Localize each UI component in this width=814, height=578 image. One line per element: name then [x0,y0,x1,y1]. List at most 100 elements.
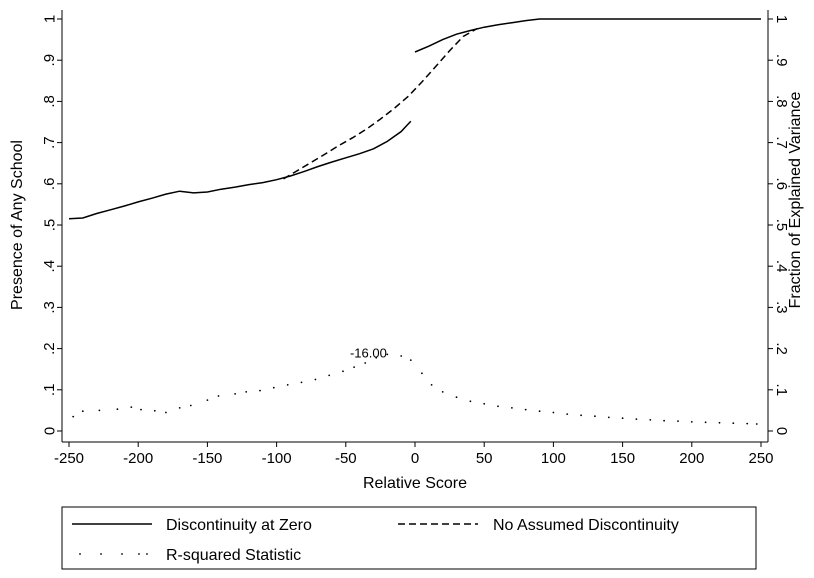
r-squared-point [386,353,389,356]
r-squared-point [566,413,569,415]
x-tick-label: 200 [679,450,704,467]
legend-label-discontinuity: Discontinuity at Zero [166,517,312,534]
r-squared-point [116,408,119,411]
r-squared-point [206,399,209,401]
r-squared-point [469,400,472,403]
y-right-tick-label: .8 [773,95,790,108]
x-tick-label: 0 [411,450,419,467]
r-squared-point [635,418,638,420]
r-squared-point [732,422,735,425]
r-squared-point [524,408,527,411]
r-squared-point [342,370,344,373]
y-axis-left-ticks: 0 .1 .2 .3 .4 .5 .6 .7 .8 .9 1 [41,15,62,435]
y-left-tick-label: .9 [41,54,58,67]
r-squared-point [594,415,596,418]
legend-dot [100,553,102,555]
r-squared-point [441,391,444,393]
r-squared-point [259,389,261,392]
series-layer [68,18,761,425]
y-right-tick-label: .7 [773,136,790,149]
legend-dot [121,553,123,555]
r-squared-point [746,422,749,425]
axes [61,10,769,443]
x-tick-label: 100 [541,450,566,467]
r-squared-point [511,407,513,409]
y-axis-right-ticks: 0 .1 .2 .3 .4 .5 .6 .7 .8 .9 1 [768,15,790,435]
y-left-tick-label: .5 [41,219,58,232]
r-squared-point [649,419,652,421]
x-axis-title: Relative Score [363,475,467,492]
x-tick-label: -200 [123,450,153,467]
legend-box [61,506,757,570]
r-squared-point [72,415,75,418]
r-squared-point [677,420,679,422]
y-left-tick-label: 0 [41,427,58,435]
y-left-tick-label: .2 [41,342,58,355]
x-axis-ticks: -250 -200 -150 -100 -50 0 50 100 150 200 250 [54,442,774,467]
y-left-tick-label: .6 [41,178,58,191]
y-right-tick-label: .2 [773,342,790,355]
legend-dot [79,553,81,555]
x-tick-label: -150 [192,450,222,467]
x-tick-label: -100 [262,450,292,467]
r-squared-point [98,409,101,412]
y-left-tick-label: .1 [41,384,58,397]
series-discontinuity-line [414,18,761,53]
y-right-tick-label: 1 [773,15,790,23]
r-squared-point [245,391,248,393]
r-squared-point [409,359,412,361]
r-squared-point [621,417,624,420]
x-tick-label: -50 [335,450,357,467]
r-squared-point [234,393,237,395]
r-squared-point [483,402,486,405]
r-squared-point [718,421,721,424]
y-left-tick-label: .7 [41,136,58,149]
y-right-tick-label: .5 [773,219,790,232]
y-axis-right-title: Fraction of Explained Variance [787,92,804,309]
r-squared-point [755,423,758,425]
legend-label-r-squared: R-squared Statistic [166,547,301,564]
x-tick-label: 150 [610,450,635,467]
legend-dot [138,553,140,555]
series-no-discontinuity-line [283,27,478,180]
r-squared-point [300,381,303,384]
y-left-tick-label: .4 [41,260,58,273]
series-discontinuity-line [68,120,412,220]
r-squared-point [81,410,84,413]
r-squared-point [704,421,707,424]
r-squared-point [690,421,693,423]
r-squared-point [286,384,289,386]
r-squared-point [580,414,582,417]
y-axis-left-title: Presence of Any School [9,140,26,310]
r-squared-point [497,405,499,408]
y-right-tick-label: .6 [773,178,790,191]
y-right-tick-label: .9 [773,54,790,67]
r-squared-point [663,419,665,422]
r-squared-point [353,366,355,368]
r-squared-point [552,411,555,414]
y-right-tick-label: .1 [773,384,790,397]
y-left-tick-label: .3 [41,301,58,314]
r-squared-point [314,378,317,381]
legend-dot [146,553,148,555]
annotations: -16.00 [350,346,387,361]
r-squared-point [153,409,156,412]
r-squared-point [375,356,378,359]
r-squared-point [430,384,433,386]
r-squared-point [607,416,610,419]
y-right-tick-label: 0 [773,427,790,435]
x-tick-label: 50 [476,450,493,467]
r-squared-point [165,411,167,414]
r-squared-point [140,408,142,411]
r-squared-point [217,395,220,397]
y-right-tick-label: .3 [773,301,790,314]
r-squared-point [189,404,192,407]
x-tick-label: -250 [54,450,84,467]
legend: Discontinuity at Zero No Assumed Discont… [61,506,757,570]
r-squared-point [455,396,458,399]
x-tick-label: 250 [748,450,773,467]
r-squared-point [538,410,541,413]
r-squared-point [421,372,423,375]
legend-swatch-r-squared [79,553,148,555]
